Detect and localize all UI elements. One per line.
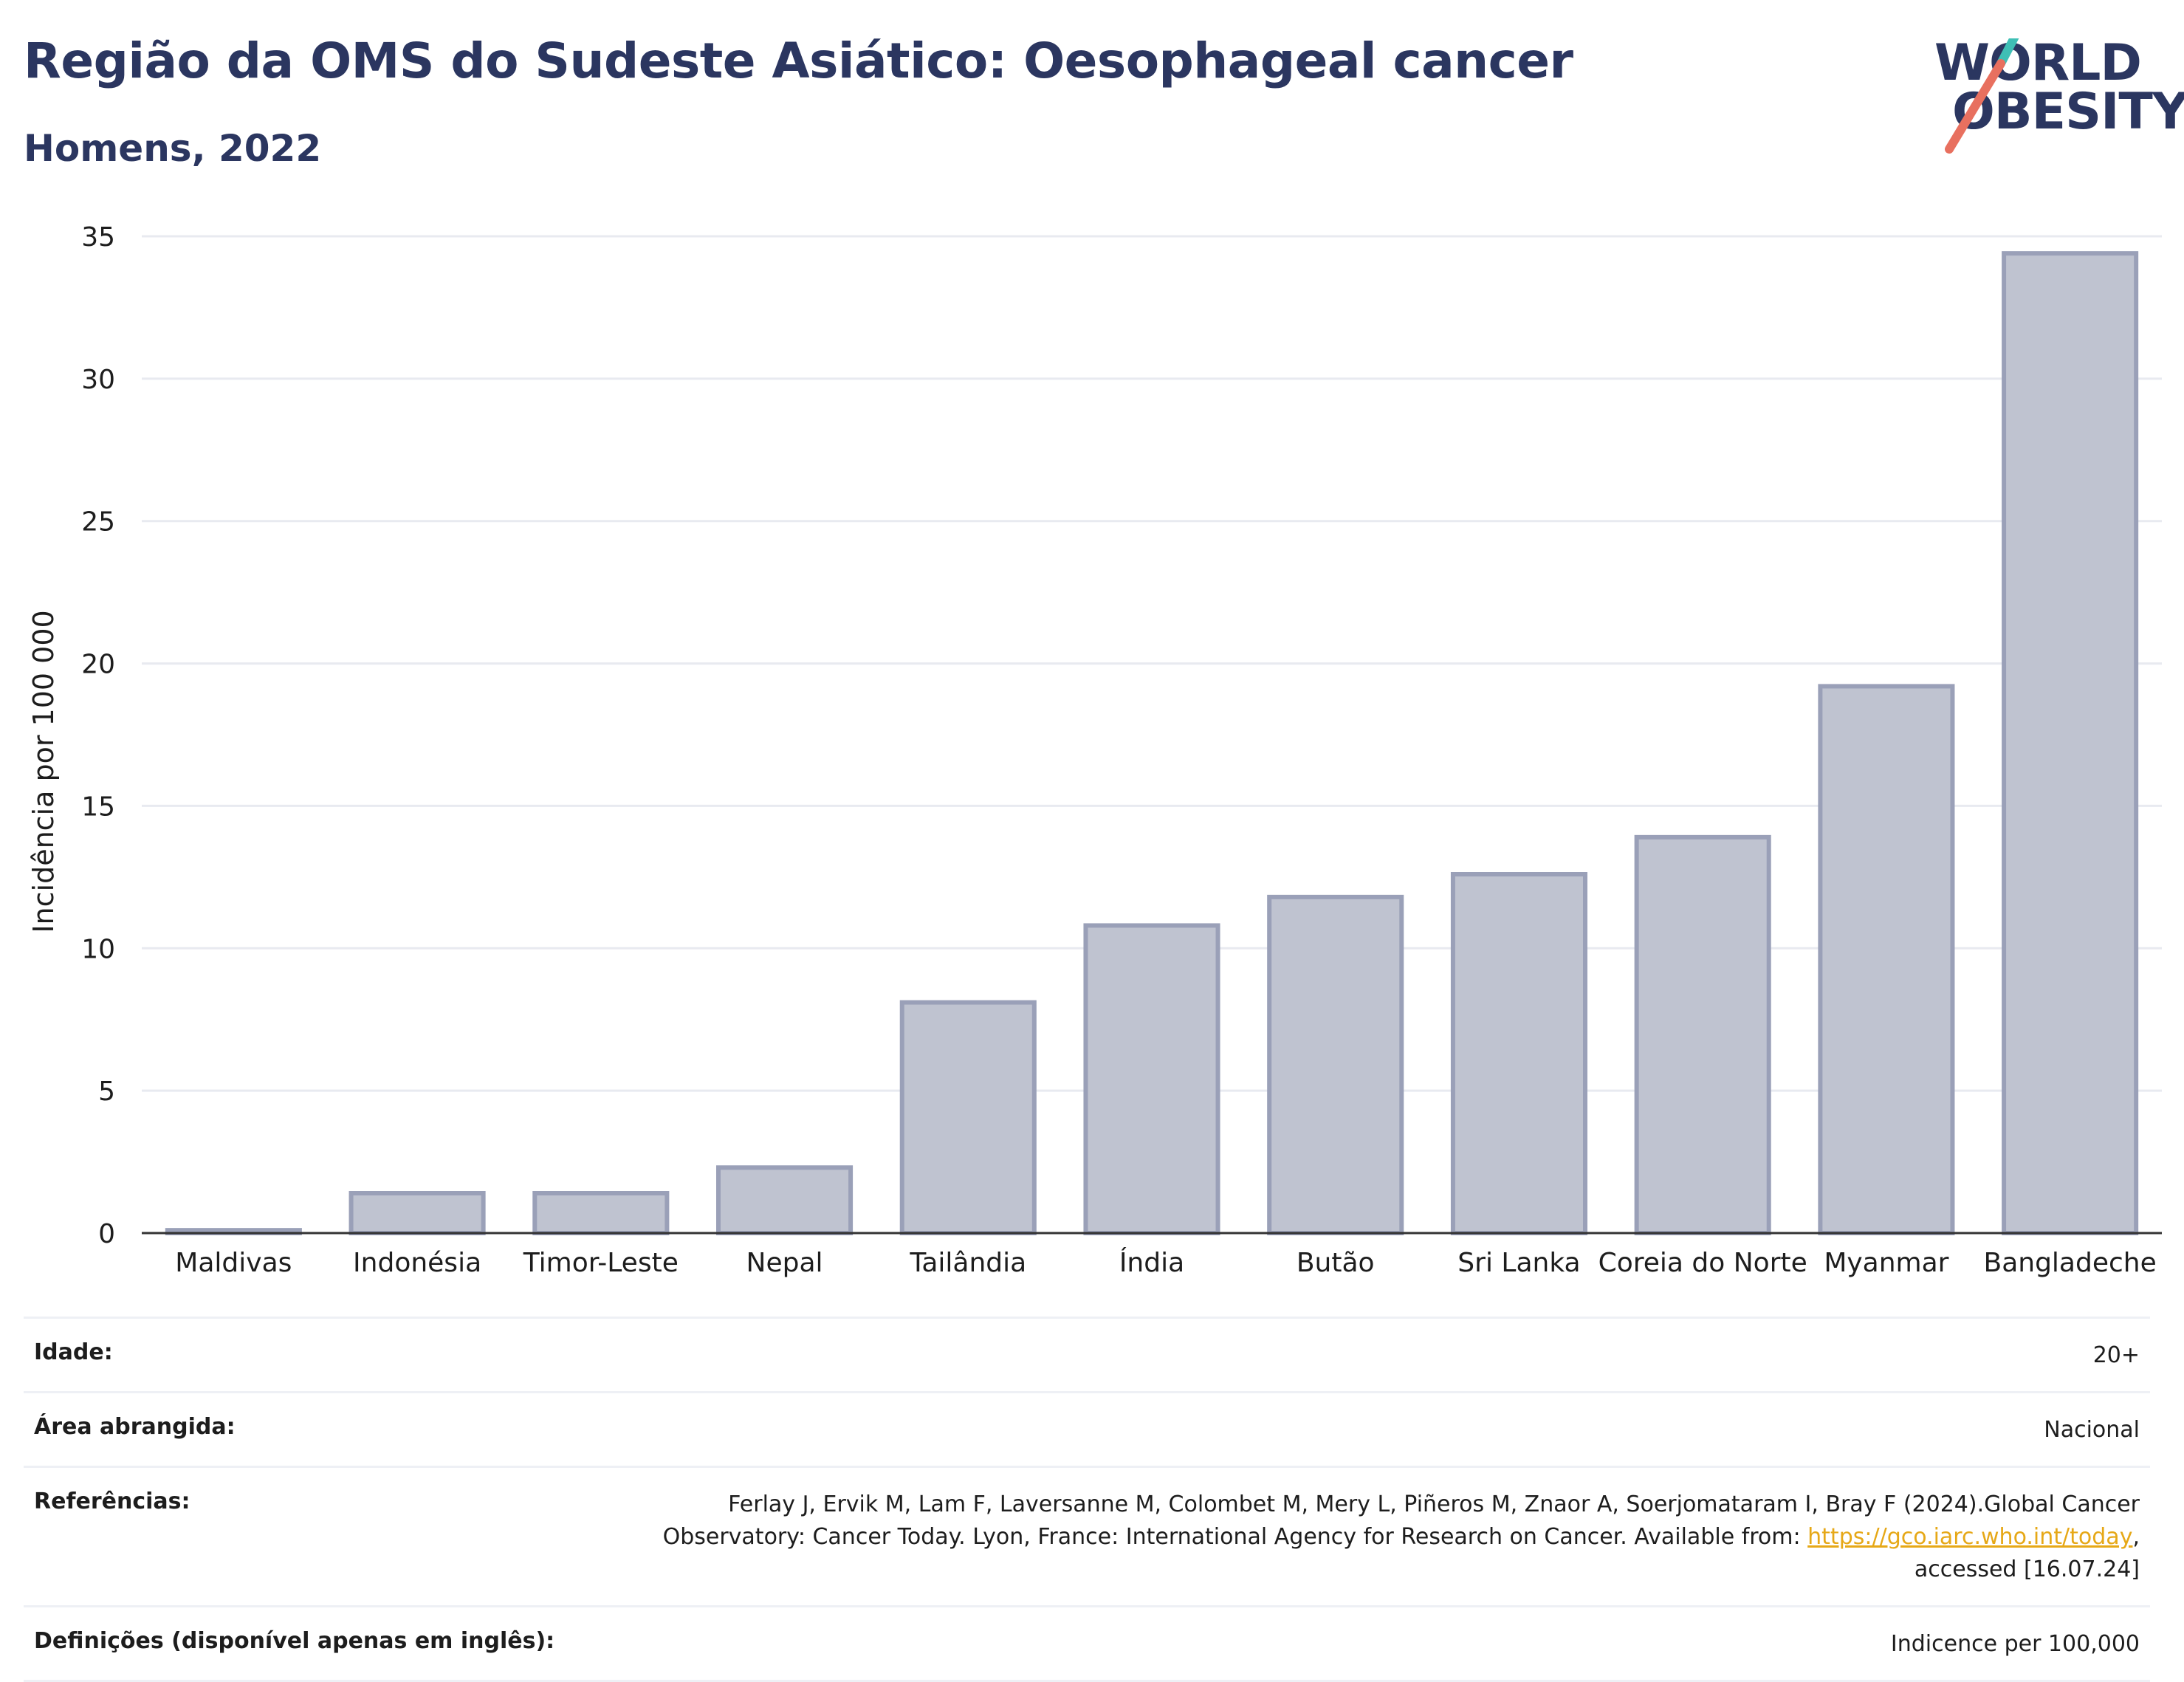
meta-row-definitions: Definições (disponível apenas em inglês)… [24,1605,2150,1682]
axes: 0 5 10 15 20 25 30 35 Maldivas Indonésia Timor-Les… [27,222,2162,1277]
reference-text-1: Ferlay J, Ervik M, Lam F, Laversanne M, … [728,1492,2140,1517]
x-tick-label: Myanmar [1824,1248,1948,1277]
y-tick-label: 20 [81,650,115,680]
bar-índia[interactable] [1083,923,1220,1236]
x-tick-label: Nepal [746,1248,823,1277]
logo-line-2: OBESITY [1952,83,2184,141]
reference-text-2: Observatory: Cancer Today. Lyon, France:… [662,1524,1808,1550]
y-tick-label: 35 [81,222,115,253]
bar-bangladeche[interactable] [2002,251,2139,1236]
logo-slash-icon [1945,38,2019,154]
reference-text-4: accessed [16.07.24] [1914,1556,2140,1582]
logo-line-1: WORLD [1934,34,2142,92]
bar-sri-lanka[interactable] [1450,872,1587,1235]
references-value: Ferlay J, Ervik M, Lam F, Laversanne M, … [663,1489,2140,1586]
y-tick-label: 5 [98,1077,115,1107]
y-tick-label: 10 [81,934,115,964]
chart-subtitle: Homens, 2022 [24,127,322,170]
bar-nepal[interactable] [716,1165,854,1236]
metadata-table: Idade: 20+ Área abrangida: Nacional Refe… [24,1317,2150,1682]
x-tick-label: Coreia do Norte [1598,1248,1807,1277]
y-axis-title: Incidência por 100 000 [27,610,60,933]
age-value: 20+ [2092,1342,2140,1368]
y-tick-label: 30 [81,365,115,395]
x-tick-label: Bangladeche [1984,1248,2157,1277]
bar-timor-leste[interactable] [532,1191,670,1235]
x-tick-label: Sri Lanka [1457,1248,1580,1277]
reference-link[interactable]: https://gco.iarc.who.int/today [1807,1524,2133,1550]
definitions-label: Definições (disponível apenas em inglês)… [34,1628,555,1654]
meta-row-area: Área abrangida: Nacional [24,1391,2150,1466]
definitions-value: Indicence per 100,000 [1890,1631,2140,1657]
references-label: Referências: [34,1489,190,1514]
bars [165,251,2139,1236]
bar-myanmar[interactable] [1818,684,1955,1235]
y-tick-label: 15 [81,792,115,822]
area-value: Nacional [2044,1417,2140,1443]
age-label: Idade: [34,1339,113,1365]
x-tick-label: Índia [1119,1247,1184,1277]
area-label: Área abrangida: [34,1414,236,1440]
y-tick-label: 25 [81,507,115,538]
meta-row-age: Idade: 20+ [24,1317,2150,1391]
x-tick-label: Butão [1297,1248,1375,1277]
bar-coreia-do-norte[interactable] [1634,834,1771,1235]
bar-indonésia[interactable] [348,1191,486,1235]
bar-tailândia[interactable] [899,1000,1037,1235]
x-tick-label: Indonésia [353,1248,481,1277]
x-tick-label: Timor-Leste [523,1248,679,1277]
bar-chart: 0 5 10 15 20 25 30 35 Maldivas Indonésia Timor-Les… [27,222,2162,1277]
y-tick-label: 0 [98,1219,115,1249]
world-obesity-logo[interactable]: WORLD OBESITY [1927,34,2184,157]
reference-text-3: , [2132,1524,2140,1550]
meta-row-references: Referências: Ferlay J, Ervik M, Lam F, L… [24,1466,2150,1605]
bar-butão[interactable] [1267,894,1404,1235]
chart-title: Região da OMS do Sudeste Asiático: Oesop… [24,32,1573,89]
x-tick-label: Tailândia [909,1248,1026,1277]
x-tick-label: Maldivas [175,1248,292,1277]
